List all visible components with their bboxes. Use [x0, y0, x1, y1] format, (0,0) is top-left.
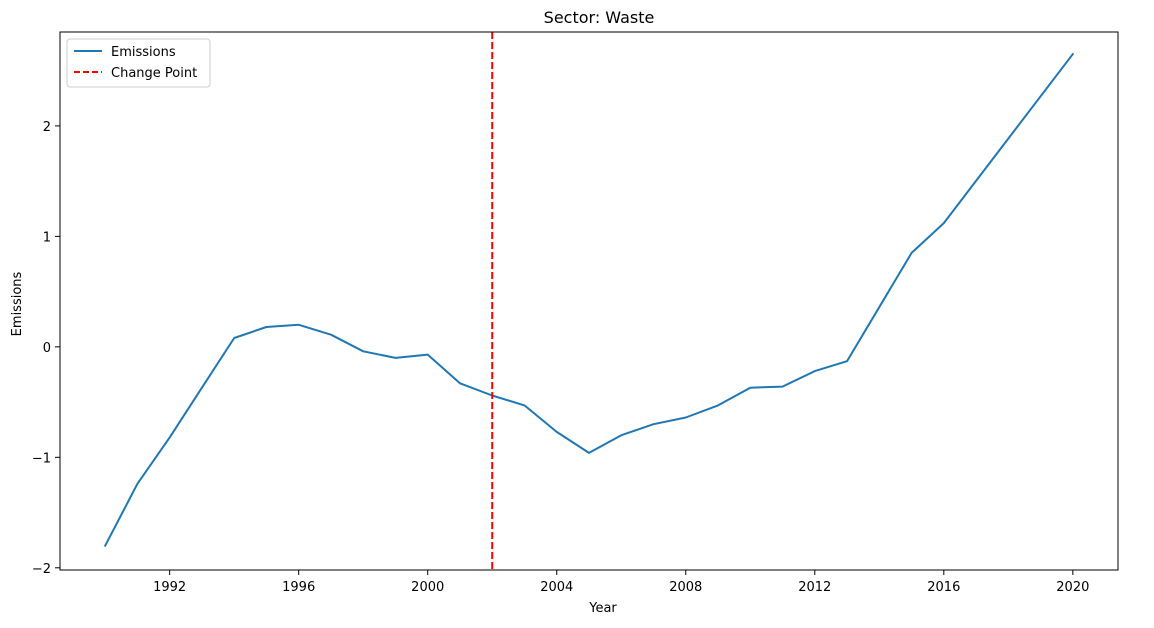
series-line-emissions — [103, 52, 1075, 548]
legend-label-change-point: Change Point — [111, 66, 197, 81]
y-tick-label: 1 — [43, 230, 51, 245]
x-tick-label: 2012 — [798, 580, 831, 595]
y-axis-label: Emissions — [10, 271, 25, 336]
chart-title: Sector: Waste — [544, 8, 655, 27]
y-tick-label: −1 — [32, 451, 51, 466]
x-tick-label: 2016 — [927, 580, 960, 595]
x-tick-label: 2000 — [411, 580, 444, 595]
x-tick-label: 2008 — [669, 580, 702, 595]
legend-box — [66, 38, 211, 88]
x-axis-label: Year — [588, 601, 617, 616]
y-tick-label: 0 — [43, 341, 51, 356]
y-tick-label: 2 — [43, 120, 51, 135]
plot-frame — [59, 31, 1119, 571]
plot-area — [103, 32, 1075, 570]
y-tick-label: −2 — [32, 562, 51, 577]
x-tick-label: 1992 — [153, 580, 186, 595]
x-tick-label: 2004 — [540, 580, 573, 595]
legend: Emissions Change Point — [66, 38, 211, 88]
x-tick-label: 1996 — [282, 580, 315, 595]
axis-ticks: 1992 1996 2000 2004 2008 2012 2016 2020 −2 −1 0 1 2 — [32, 120, 1090, 595]
x-tick-label: 2020 — [1056, 580, 1089, 595]
legend-label-emissions: Emissions — [111, 45, 176, 60]
